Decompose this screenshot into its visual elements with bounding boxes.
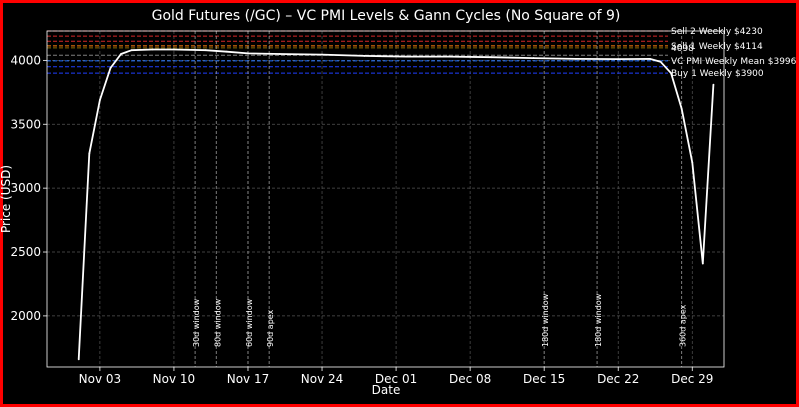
level-label-4098: 4098 bbox=[671, 44, 694, 54]
price-levels bbox=[47, 30, 668, 74]
series-point-0-6 bbox=[151, 48, 154, 51]
cycle-label-4: 180d window bbox=[541, 293, 550, 347]
plot-frame bbox=[46, 30, 725, 368]
series-point-0-26 bbox=[712, 83, 715, 86]
level-label-4114: Sell 1 Weekly $4114 bbox=[671, 42, 763, 52]
level-label-3900: Buy 1 Weekly $3900 bbox=[671, 69, 764, 79]
y-tick-label-3500: 3500 bbox=[10, 117, 41, 131]
series-point-0-3 bbox=[109, 67, 112, 69]
cycle-label-1: 80d window bbox=[213, 298, 222, 347]
cycle-label-5: 180d window bbox=[594, 293, 603, 347]
y-axis-title: Price (USD) bbox=[0, 165, 13, 233]
level-label-4230: Sell 2 Weekly $4230 bbox=[671, 27, 763, 37]
series-point-0-15 bbox=[448, 55, 450, 58]
series-point-0-17 bbox=[532, 57, 535, 59]
series-point-0-14 bbox=[405, 55, 408, 58]
y-tick-label-4000: 4000 bbox=[10, 53, 41, 67]
series-point-0-0 bbox=[77, 358, 80, 361]
x-axis-title: Date bbox=[372, 383, 401, 397]
cycle-label-6: 360d apex bbox=[679, 304, 688, 347]
y-tick-label-2000: 2000 bbox=[10, 309, 41, 323]
cycle-label-3: 90d apex bbox=[266, 309, 275, 347]
series-point-0-13 bbox=[363, 55, 366, 57]
x-tick-label-nov-10: Nov 10 bbox=[153, 372, 196, 386]
level-label-3996: VC PMI Weekly Mean $3996 bbox=[671, 57, 797, 67]
x-tick-label-dec-29: Dec 29 bbox=[671, 372, 713, 386]
series-point-0-12 bbox=[321, 53, 323, 56]
series-point-0-24 bbox=[691, 161, 694, 164]
price-level-labels: Sell 2 Weekly $4230 Sell 1 Weekly $411440… bbox=[671, 27, 797, 79]
x-tick-label-nov-03: Nov 03 bbox=[79, 372, 122, 386]
y-tick-label-3000: 3000 bbox=[10, 181, 41, 195]
axes: 2000 2500 3000 3500 4000 Nov 03 Nov 10 Nov 17 No… bbox=[10, 30, 725, 386]
x-tick-label-dec-22: Dec 22 bbox=[597, 372, 639, 386]
gann-cycles: 30d window 80d window 60d window 90d apex 18… bbox=[192, 31, 688, 367]
chart-title: Gold Futures (/GC) – VC PMI Levels & Gan… bbox=[152, 8, 621, 24]
series-point-0-4 bbox=[120, 53, 122, 55]
x-tick-label-nov-24: Nov 24 bbox=[301, 372, 344, 386]
series-point-0-9 bbox=[225, 50, 228, 53]
grid bbox=[47, 31, 724, 367]
cycle-label-0: 30d window bbox=[192, 298, 201, 347]
x-tick-label-dec-08: Dec 08 bbox=[449, 372, 491, 386]
series-point-0-18 bbox=[575, 57, 577, 60]
series-point-0-25 bbox=[701, 262, 704, 265]
series-point-0-22 bbox=[670, 72, 673, 75]
cycle-label-2: 60d window bbox=[245, 298, 254, 347]
series-point-0-23 bbox=[680, 108, 683, 110]
series-point-0-20 bbox=[649, 57, 651, 60]
series-point-0-8 bbox=[204, 49, 207, 52]
y-tick-label-2500: 2500 bbox=[10, 245, 41, 259]
x-tick-label-dec-15: Dec 15 bbox=[523, 372, 565, 386]
series-point-0-19 bbox=[617, 58, 620, 61]
series-point-0-10 bbox=[247, 52, 249, 55]
series-point-0-5 bbox=[130, 49, 133, 52]
x-tick-label-nov-17: Nov 17 bbox=[227, 372, 270, 386]
x-tick-label-dec-01: Dec 01 bbox=[375, 372, 417, 386]
series-point-0-11 bbox=[278, 53, 281, 55]
price-series bbox=[77, 48, 715, 361]
series-point-0-2 bbox=[98, 99, 101, 101]
series-point-0-16 bbox=[490, 56, 493, 59]
series-point-0-1 bbox=[88, 152, 91, 155]
series-point-0-7 bbox=[173, 48, 175, 51]
series-point-0-21 bbox=[659, 60, 662, 63]
